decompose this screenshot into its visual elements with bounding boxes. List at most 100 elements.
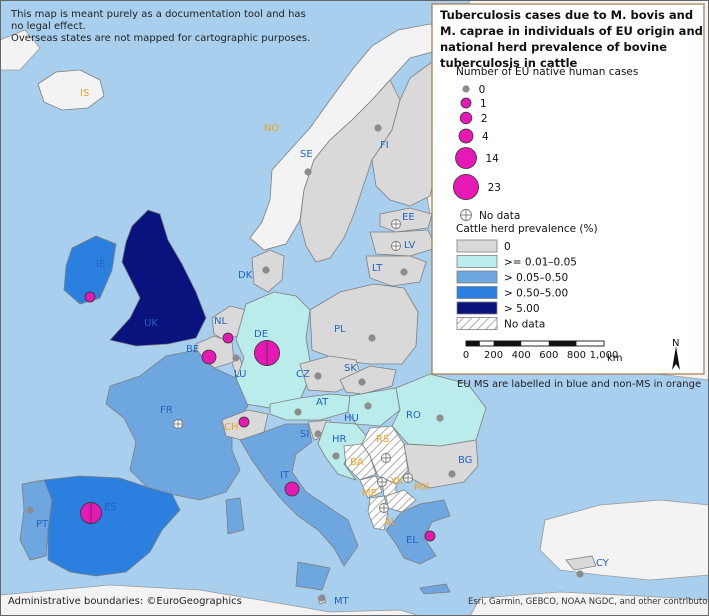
marker-DE <box>254 340 280 366</box>
legend-title-line-1: Tuberculosis cases due to M. bovis and <box>440 8 693 22</box>
country-label-RS: RS <box>376 434 389 445</box>
country-BA <box>343 443 377 481</box>
legend-case-sizes: 0 1 2 4 14 23 <box>453 84 501 200</box>
country-label-CZ: CZ <box>296 369 310 380</box>
country-SK <box>339 365 397 395</box>
country-UK <box>109 209 207 347</box>
country-label-DE: DE <box>254 329 268 340</box>
marker-RO <box>436 414 444 422</box>
country-label-SE: SE <box>300 149 313 160</box>
marker-ES <box>80 502 102 524</box>
legend-class-item: No data <box>456 317 545 331</box>
country-label-SK: SK <box>344 363 357 374</box>
country-label-LT: LT <box>372 263 383 274</box>
ms-note: EU MS are labelled in blue and non-MS in… <box>457 379 701 390</box>
marker-SI <box>314 430 322 438</box>
scale-tick-label: 200 <box>484 350 503 361</box>
country-label-ME: ME <box>362 488 377 499</box>
country-HR <box>317 421 371 481</box>
country-BG <box>403 439 479 489</box>
country-labels: IS NO SE FI EE LV LT DK IE UK NL BE LU D… <box>36 88 610 607</box>
country-label-NL: NL <box>214 316 227 327</box>
marker-HU <box>364 402 372 410</box>
legend-title-line-3: national herd prevalence of bovine <box>440 40 667 54</box>
country-shapes <box>19 23 597 605</box>
legend-prevalence-classes: 0 >= 0.01–0.05 > 0.05–0.50 > 0.50–5.00 > 5.0… <box>456 239 577 331</box>
legend-size-23: 23 <box>453 174 501 200</box>
country-ME <box>359 475 383 499</box>
legend-title-line-2: M. caprae in individuals of EU origin an… <box>440 24 703 38</box>
marker-MT <box>318 594 326 602</box>
country-label-LU: LU <box>234 369 246 380</box>
marker-PT <box>26 506 34 514</box>
legend-no-data-cases: No data <box>460 209 520 222</box>
country-IS <box>37 69 105 111</box>
country-label-RO: RO <box>406 410 421 421</box>
country-EL <box>385 499 451 595</box>
legend-class-item: > 0.50–5.00 <box>456 286 568 300</box>
scale-tick-label: 0 <box>463 350 469 361</box>
marker-CZ <box>314 372 322 380</box>
case-markers <box>26 124 584 602</box>
country-label-AL: AL <box>384 517 397 528</box>
marker-PL <box>368 334 376 342</box>
legend-size-label: 4 <box>482 131 489 143</box>
legend-class-item: > 5.00 <box>456 301 540 315</box>
legend-size-label: 1 <box>480 98 487 110</box>
country-ES <box>43 475 181 577</box>
legend: Tuberculosis cases due to M. bovis and M… <box>431 3 705 375</box>
country-label-IS: IS <box>80 88 89 99</box>
country-label-BE: BE <box>186 344 199 355</box>
legend-class-swatch <box>456 239 498 253</box>
legend-class-label: > 0.05–0.50 <box>504 272 568 284</box>
marker-ME <box>377 477 387 487</box>
legend-class-swatch <box>456 270 498 284</box>
country-label-MT: MT <box>334 596 350 607</box>
marker-RS <box>381 453 391 463</box>
legend-class-swatch <box>456 286 498 299</box>
marker-CH <box>238 416 250 428</box>
country-CY <box>565 555 597 571</box>
marker-HR <box>332 452 340 460</box>
north-arrow-icon: N <box>672 338 680 370</box>
scale-tick-label: 800 <box>567 350 586 361</box>
notice-line-1: This map is meant purely as a documentat… <box>10 9 306 20</box>
country-label-MK: MK <box>414 482 430 493</box>
legend-class-item: 0 <box>456 239 511 253</box>
marker-LT <box>400 268 408 276</box>
marker-LU <box>232 354 240 362</box>
footer-boundaries: Administrative boundaries: ©EuroGeograph… <box>8 596 242 607</box>
marker-BE <box>201 349 217 365</box>
country-LT <box>365 255 427 287</box>
country-label-DK: DK <box>238 270 253 281</box>
country-label-HU: HU <box>344 413 359 424</box>
country-label-CH: CH <box>224 422 239 433</box>
country-label-HR: HR <box>332 434 347 445</box>
country-IT <box>225 423 359 591</box>
marker-EE <box>391 219 401 229</box>
legend-size-14: 14 <box>455 147 499 169</box>
scale-tick-label: 1,000 <box>590 350 619 361</box>
marker-DK <box>262 266 270 274</box>
notice-line-2: no legal effect. <box>11 21 86 32</box>
legend-size-label: 2 <box>481 113 488 125</box>
map-notice: This map is meant purely as a documentat… <box>10 9 310 44</box>
legend-class-label: > 0.50–5.00 <box>504 288 568 300</box>
scale-tick-label: 400 <box>512 350 531 361</box>
marker-EL <box>424 530 436 542</box>
legend-class-label: No data <box>504 319 545 331</box>
legend-class-item: > 0.05–0.50 <box>456 270 568 284</box>
legend-title-line-4: tuberculosis in cattle <box>440 56 578 70</box>
scale-unit: km <box>607 353 623 364</box>
legend-size-1: 1 <box>460 97 487 110</box>
legend-size-label: 23 <box>488 182 501 194</box>
country-IE <box>63 235 117 305</box>
legend-class-label: >= 0.01–0.05 <box>504 257 577 269</box>
legend-no-data-cases-label: No data <box>479 210 520 222</box>
country-HU <box>347 387 401 427</box>
marker-LV <box>391 241 401 251</box>
country-label-IT: IT <box>280 470 290 481</box>
legend-class-item: >= 0.01–0.05 <box>456 255 577 269</box>
marker-CY <box>576 570 584 578</box>
